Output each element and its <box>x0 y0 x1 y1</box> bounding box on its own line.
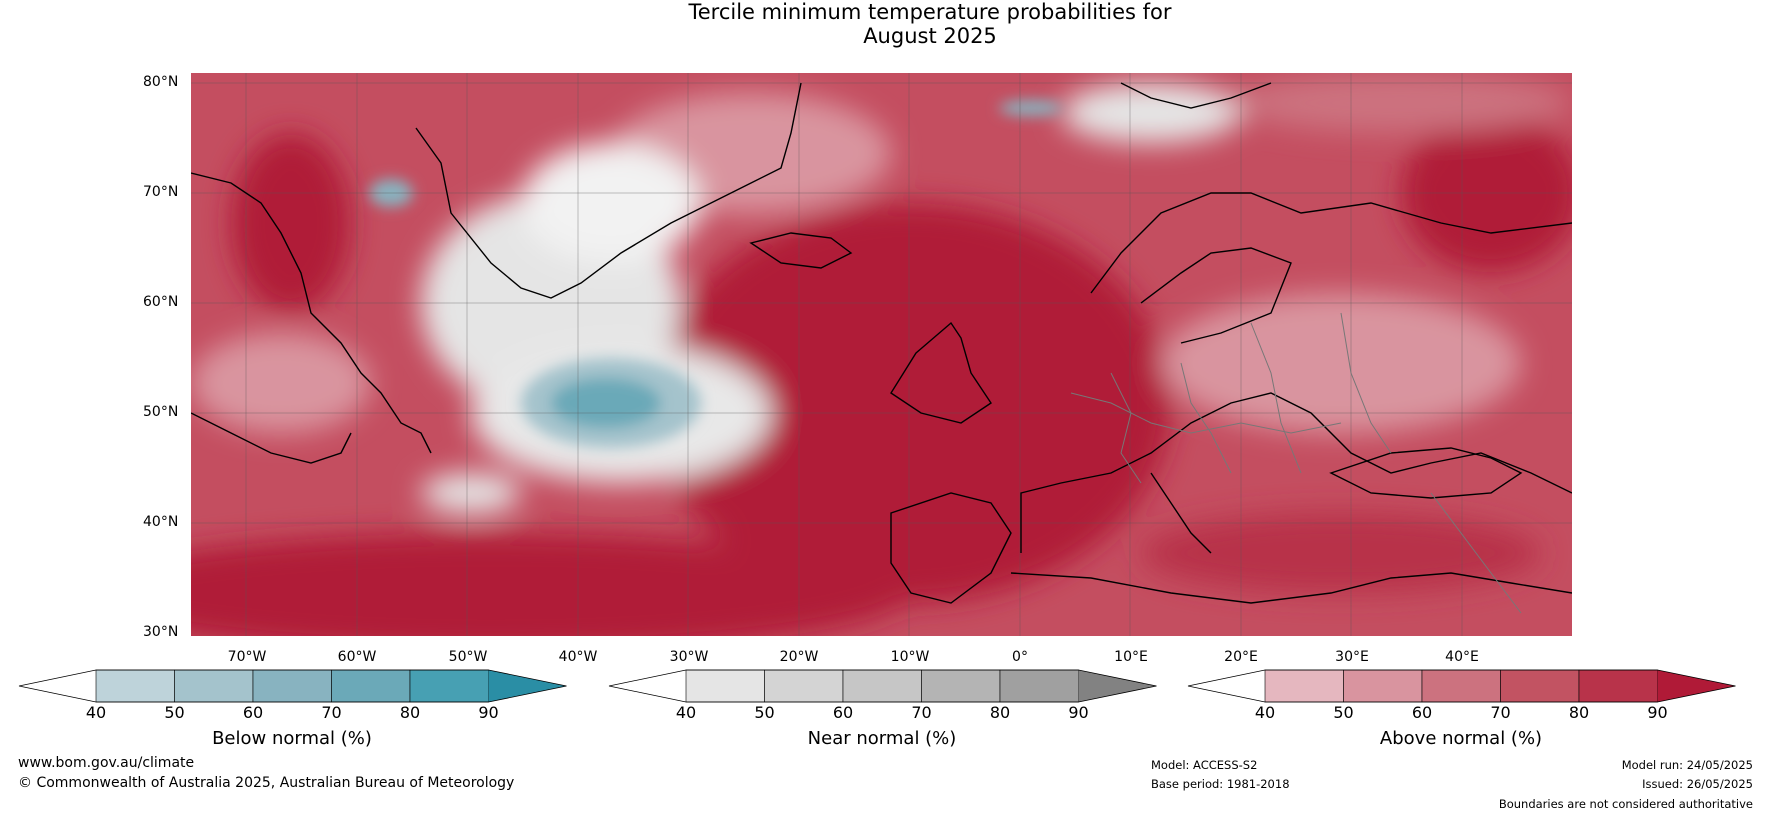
footer-model: Model: ACCESS-S2 <box>1151 758 1258 772</box>
below-normal-tick-label: 70 <box>321 703 342 722</box>
coastlines <box>191 82 1572 604</box>
near-normal-tick-label: 60 <box>832 703 854 722</box>
above-normal-tick-label: 90 <box>1647 703 1668 722</box>
lon-label-70w: 70°W <box>227 649 267 665</box>
colorbar-below-normal <box>18 669 567 703</box>
borders <box>1070 312 1522 614</box>
above-normal-outline <box>1187 669 1736 703</box>
chart-title: Tercile minimum temperature probabilitie… <box>0 0 1770 48</box>
lon-label-0: 0° <box>1012 649 1028 665</box>
below-normal-field <box>369 100 1063 448</box>
below-normal-segment <box>331 669 411 703</box>
footer-base-period: Base period: 1981-2018 <box>1151 777 1290 791</box>
footer-copyright: © Commonwealth of Australia 2025, Austra… <box>18 775 515 791</box>
above-normal-arrow-low <box>1188 670 1265 702</box>
lat-label-60n: 60°N <box>143 294 179 310</box>
footer-model-run: Model run: 24/05/2025 <box>1621 758 1753 772</box>
near-normal-arrow-low <box>609 670 686 702</box>
above-normal-tick-label: 70 <box>1490 703 1511 722</box>
footer-issued: Issued: 26/05/2025 <box>1642 777 1753 791</box>
lat-label-30n: 30°N <box>143 624 179 640</box>
below-normal-segment <box>95 669 175 703</box>
lat-label-70n: 70°N <box>143 184 179 200</box>
below-normal-tick-label: 80 <box>399 703 421 722</box>
lon-label-30e: 30°E <box>1335 649 1369 665</box>
below-normal-tick-label: 50 <box>164 703 185 722</box>
lon-label-30w: 30°W <box>669 649 709 665</box>
title-line-1: Tercile minimum temperature probabilitie… <box>688 0 1172 24</box>
above-normal-segment <box>1421 669 1501 703</box>
lon-label-20e: 20°E <box>1224 649 1258 665</box>
near-normal-tick-label: 70 <box>911 703 932 722</box>
above-normal-segment <box>1264 669 1344 703</box>
above-normal-segment <box>1578 669 1658 703</box>
near-normal-arrow-high <box>1078 670 1157 702</box>
below-normal-tick-label: 40 <box>85 703 107 722</box>
lat-label-80n: 80°N <box>143 74 179 90</box>
colorbar-label-near-normal: Near normal (%) <box>807 728 957 749</box>
lon-label-20w: 20°W <box>779 649 819 665</box>
colorbar-label-above-normal: Above normal (%) <box>1379 728 1543 749</box>
footer-website: www.bom.gov.au/climate <box>18 755 195 771</box>
above-normal-segment <box>1343 669 1423 703</box>
title-line-2: August 2025 <box>863 24 997 48</box>
near-normal-segment <box>764 669 844 703</box>
above-normal-tick-label: 50 <box>1333 703 1354 722</box>
lat-label-40n: 40°N <box>143 514 179 530</box>
below-normal-segment <box>252 669 332 703</box>
below-normal-arrow-low <box>19 670 96 702</box>
near-normal-segment <box>685 669 765 703</box>
below-normal-tick-label: 90 <box>478 703 499 722</box>
colorbar-above-normal <box>1187 669 1736 703</box>
above-normal-tick-label: 40 <box>1254 703 1276 722</box>
below-normal-tick-label: 60 <box>242 703 264 722</box>
below-normal-segment <box>174 669 254 703</box>
near-normal-outline <box>608 669 1157 703</box>
lon-label-10e: 10°E <box>1114 649 1148 665</box>
lon-label-60w: 60°W <box>337 649 377 665</box>
near-normal-segment <box>999 669 1079 703</box>
lon-label-10w: 10°W <box>890 649 930 665</box>
below-normal-outline <box>18 669 567 703</box>
colorbar-label-below-normal: Below normal (%) <box>212 728 372 749</box>
near-normal-segment <box>921 669 1001 703</box>
near-normal-tick-label: 90 <box>1068 703 1089 722</box>
above-normal-segment <box>1500 669 1580 703</box>
lat-label-50n: 50°N <box>143 404 179 420</box>
near-normal-tick-label: 50 <box>754 703 775 722</box>
graticule <box>191 73 1572 636</box>
footer-disclaimer: Boundaries are not considered authoritat… <box>1498 797 1753 811</box>
below-normal-arrow-high <box>488 670 567 702</box>
above-normal-tick-label: 60 <box>1411 703 1433 722</box>
near-normal-segment <box>842 669 922 703</box>
probability-map <box>191 73 1572 636</box>
colorbar-near-normal <box>608 669 1157 703</box>
above-normal-arrow-high <box>1657 670 1736 702</box>
lon-label-50w: 50°W <box>448 649 488 665</box>
below-normal-segment <box>409 669 489 703</box>
lon-label-40w: 40°W <box>558 649 598 665</box>
lon-label-40e: 40°E <box>1445 649 1479 665</box>
above-normal-tick-label: 80 <box>1568 703 1590 722</box>
near-normal-tick-label: 80 <box>989 703 1011 722</box>
near-normal-tick-label: 40 <box>675 703 697 722</box>
